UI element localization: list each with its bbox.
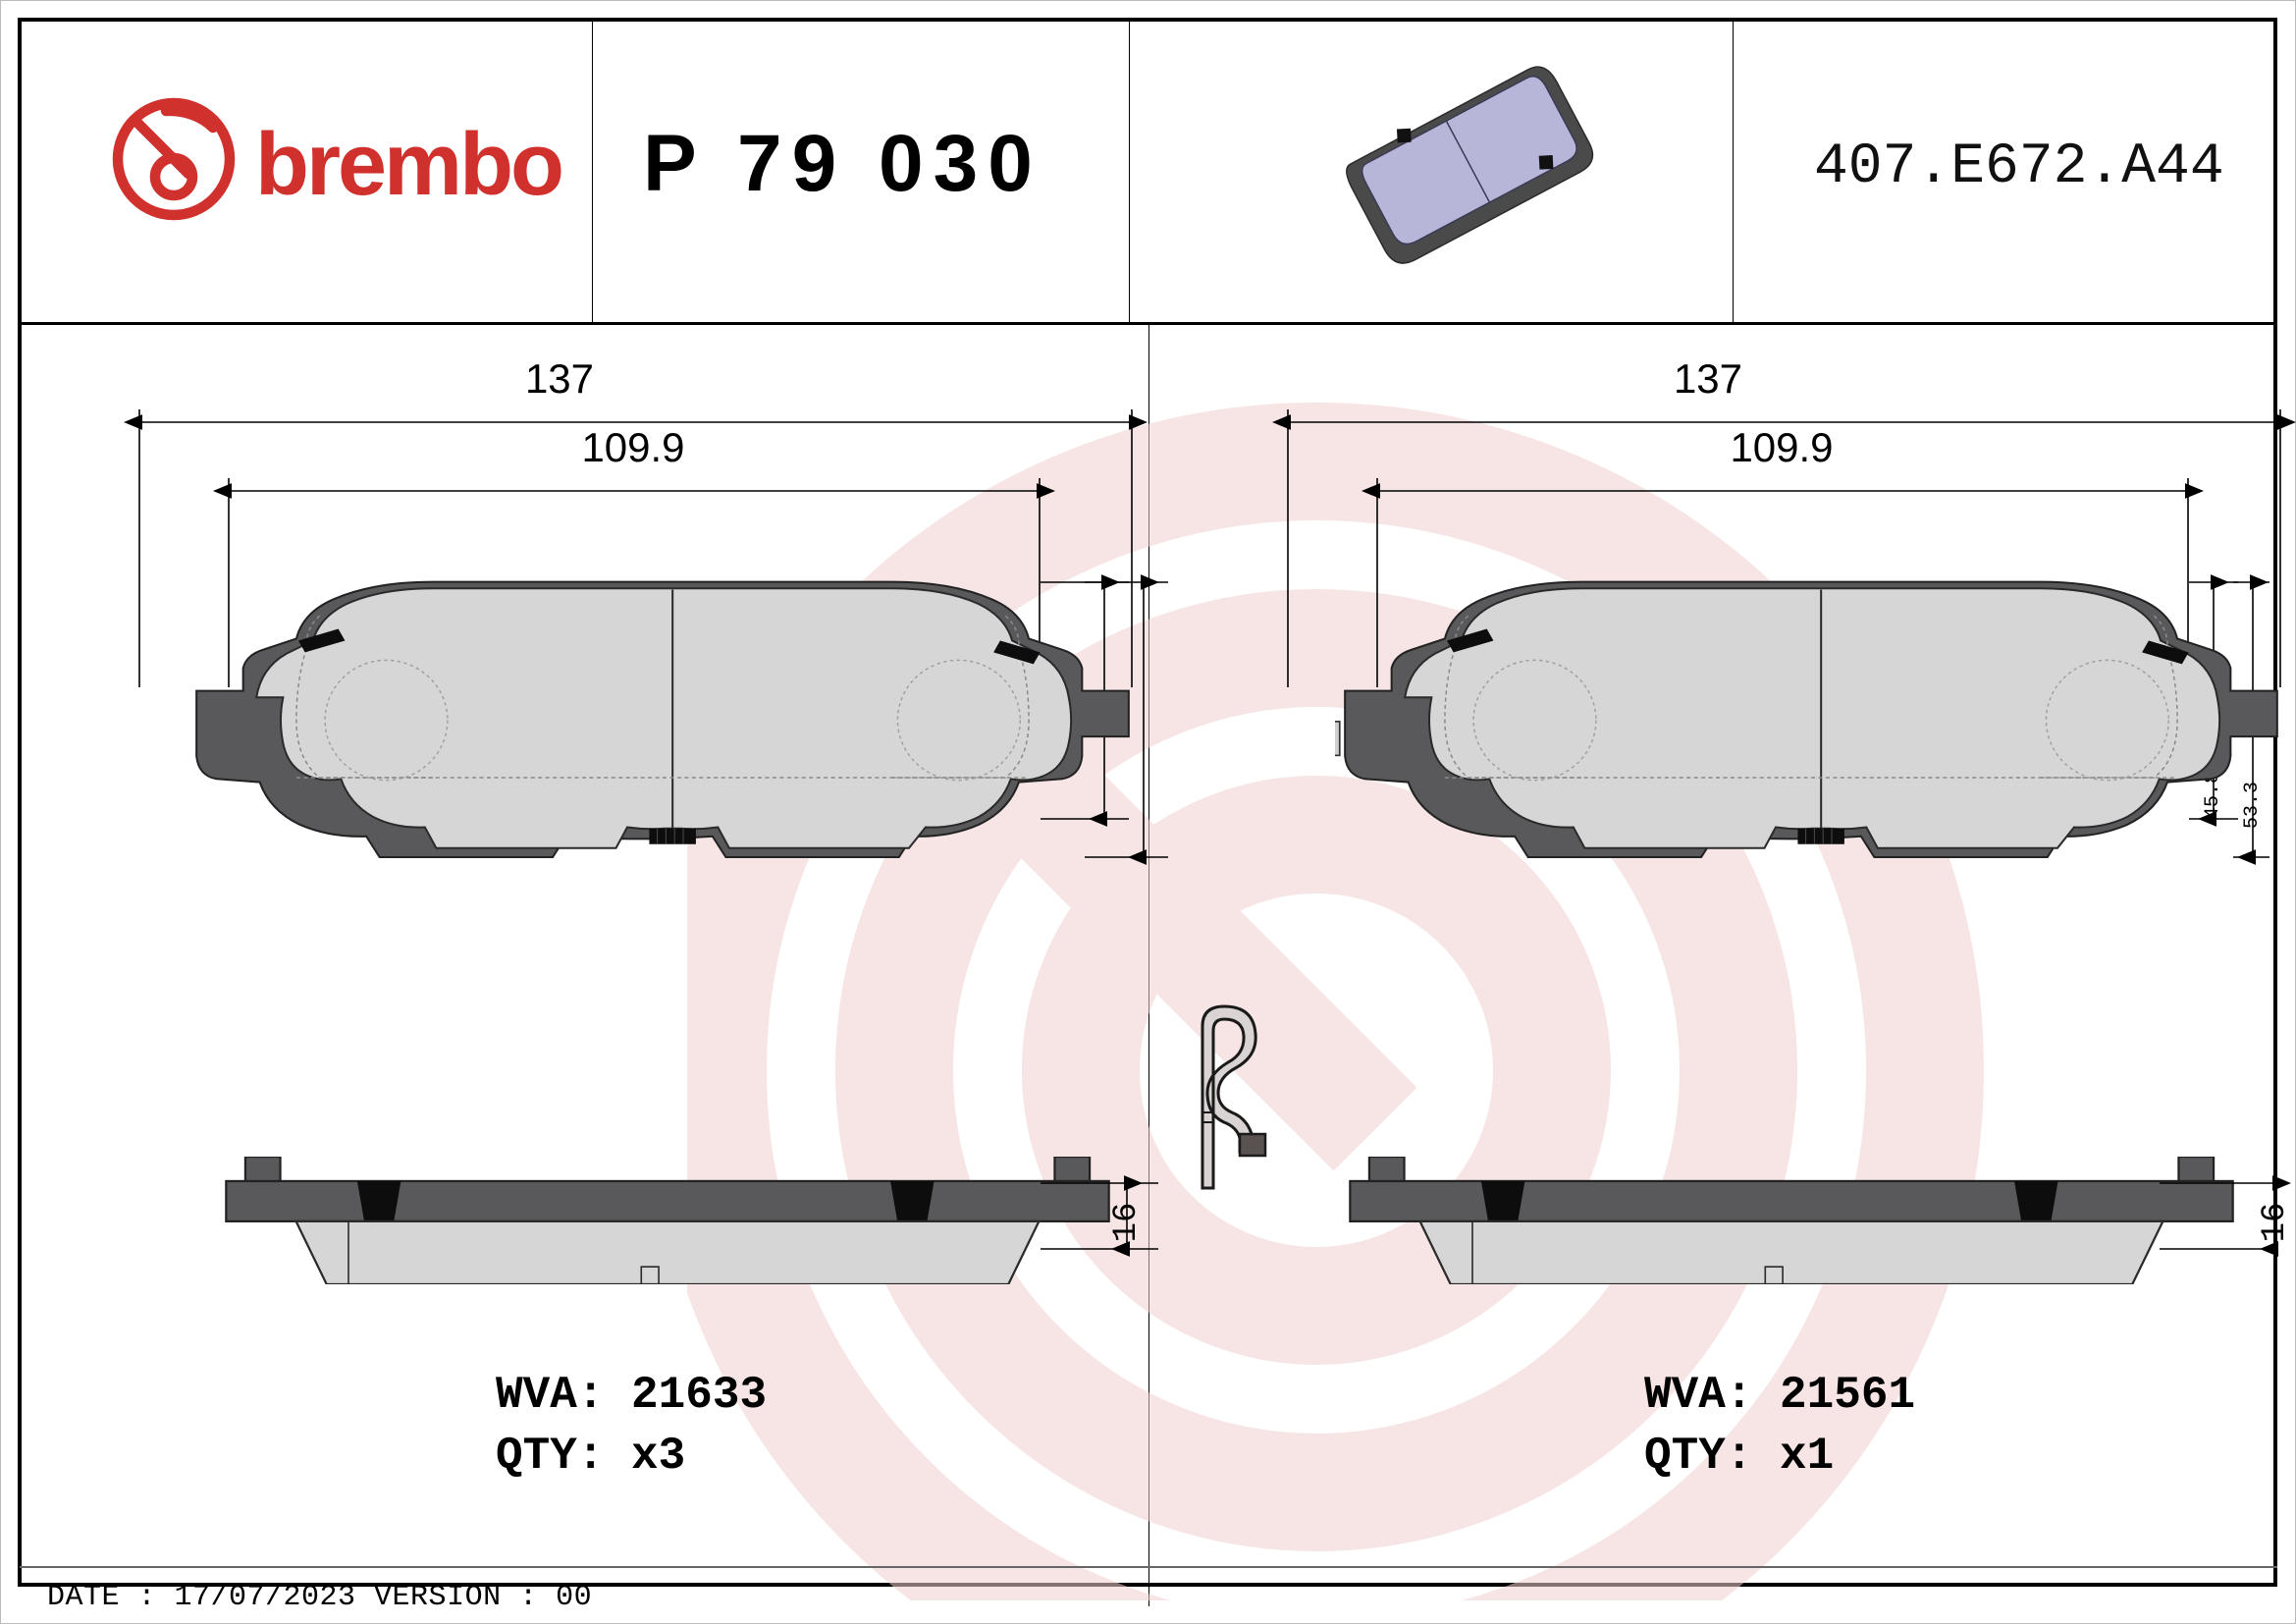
svg-text:brembo: brembo (255, 116, 561, 214)
